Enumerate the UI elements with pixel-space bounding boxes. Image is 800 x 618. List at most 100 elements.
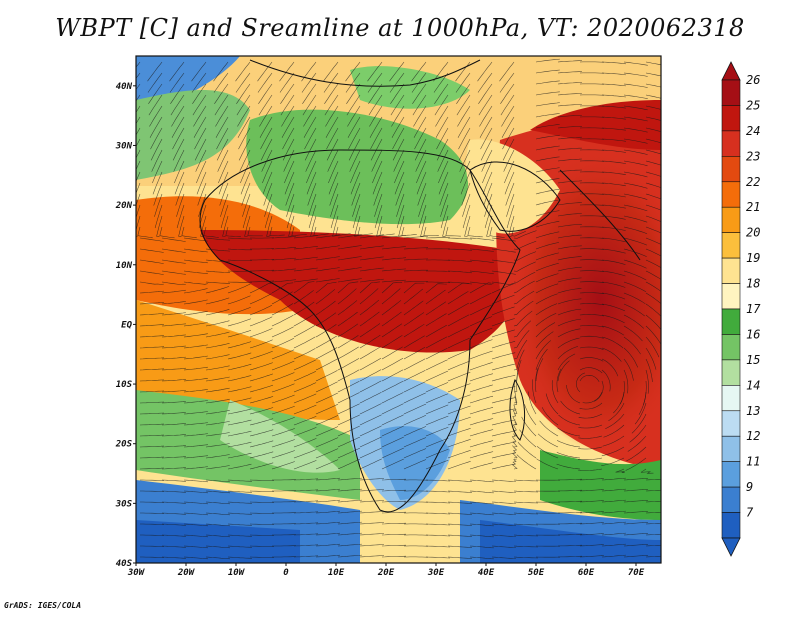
streamline: [156, 215, 163, 237]
streamline: [579, 182, 605, 184]
streamline: [172, 138, 185, 161]
streamline: [259, 105, 273, 127]
streamline: [434, 83, 449, 104]
streamline: [337, 436, 361, 448]
streamline: [398, 215, 405, 237]
streamline: [511, 226, 526, 237]
streamline: [139, 302, 164, 305]
streamline: [513, 261, 536, 272]
streamline: [170, 94, 185, 116]
streamline: [205, 512, 230, 516]
streamline: [425, 501, 451, 504]
colorbar-label: 21: [746, 200, 760, 214]
streamline: [315, 459, 339, 470]
streamline: [623, 127, 648, 133]
streamline: [499, 72, 515, 93]
streamline: [216, 127, 229, 150]
streamline: [403, 426, 427, 437]
streamline: [315, 256, 340, 261]
streamline: [161, 523, 187, 526]
streamline: [623, 149, 648, 155]
streamline: [315, 347, 338, 360]
streamline: [140, 512, 165, 514]
streamline: [183, 248, 208, 253]
colorbar-top-arrow: [721, 61, 741, 81]
streamline: [511, 458, 518, 470]
streamline: [557, 202, 582, 206]
colorbar-bottom-arrow: [721, 537, 741, 557]
streamline: [645, 61, 661, 66]
streamline: [249, 501, 275, 503]
streamline: [238, 138, 251, 161]
streamline: [183, 322, 208, 327]
streamline: [282, 127, 295, 150]
streamline: [205, 465, 230, 470]
colorbar-swatch: [721, 232, 741, 259]
streamline: [645, 489, 661, 492]
streamline: [140, 545, 165, 547]
streamline: [227, 375, 252, 382]
streamline: [557, 82, 583, 85]
streamline: [578, 435, 603, 439]
streamline: [152, 171, 163, 195]
streamline: [183, 490, 208, 494]
streamline: [139, 324, 165, 327]
streamline: [381, 414, 404, 426]
streamline: [469, 512, 494, 516]
streamline: [183, 288, 208, 294]
streamline: [557, 60, 583, 63]
streamline: [183, 310, 208, 316]
streamline: [308, 204, 317, 229]
streamline: [513, 230, 537, 239]
streamline: [261, 149, 273, 172]
streamline: [337, 414, 360, 426]
streamline: [235, 61, 251, 82]
streamline: [214, 83, 229, 104]
streamline: [139, 390, 165, 393]
streamline: [579, 160, 605, 162]
streamline: [347, 116, 361, 138]
streamline: [499, 61, 515, 82]
streamline: [136, 105, 141, 113]
colorbar-label: 15: [746, 353, 760, 367]
streamline: [227, 452, 252, 459]
streamline: [447, 383, 471, 393]
streamline: [623, 544, 648, 547]
streamline: [535, 331, 554, 349]
streamline: [195, 149, 207, 172]
streamline: [227, 479, 253, 482]
streamline: [140, 479, 165, 481]
streamline: [535, 156, 560, 162]
streamline: [220, 193, 229, 217]
streamline: [413, 116, 427, 138]
streamline: [513, 395, 518, 415]
streamline: [425, 449, 449, 459]
streamline: [557, 288, 582, 294]
streamline: [491, 534, 516, 537]
streamline: [625, 457, 647, 471]
streamline: [183, 501, 208, 505]
streamline: [469, 339, 493, 349]
streamline: [403, 323, 425, 338]
streamline: [240, 171, 251, 195]
streamline: [579, 555, 604, 558]
streamline: [447, 282, 469, 294]
streamline: [491, 306, 515, 316]
streamline: [645, 336, 660, 358]
streamline: [447, 450, 471, 459]
streamline: [315, 281, 337, 294]
streamline: [535, 293, 558, 305]
lon-tick-label: 70E: [628, 568, 645, 578]
streamline: [535, 69, 560, 74]
streamline: [264, 204, 273, 229]
streamline: [579, 375, 600, 382]
streamline: [566, 384, 581, 404]
streamline: [536, 446, 559, 459]
streamline: [447, 416, 471, 426]
streamline: [335, 226, 351, 237]
streamline: [259, 116, 273, 138]
streamline: [359, 299, 380, 316]
streamline: [557, 318, 581, 327]
streamline: [271, 383, 295, 393]
streamline: [293, 290, 314, 305]
